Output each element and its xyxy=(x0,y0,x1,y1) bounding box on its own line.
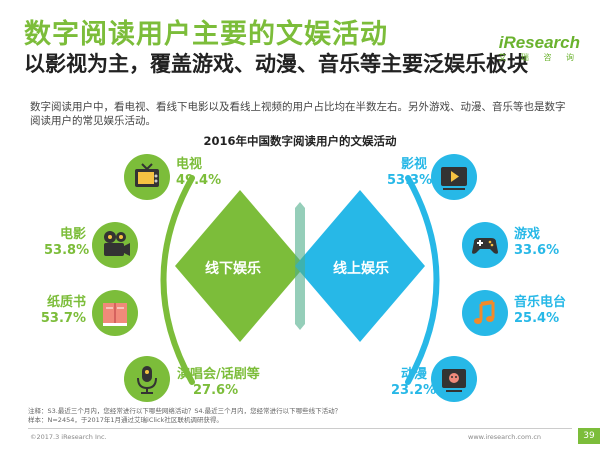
page-subtitle: 以影视为主，覆盖游戏、动漫、音乐等主要泛娱乐板块 xyxy=(24,52,528,76)
label-music-radio-value: 25.4% xyxy=(514,311,560,326)
label-games: 游戏 33.6% xyxy=(514,227,559,259)
online-label: 线上娱乐 xyxy=(333,261,389,277)
label-anime-name: 动漫 xyxy=(400,367,427,382)
logo-sub: 艾 瑞 咨 询 xyxy=(498,53,580,62)
label-movie: 电影 53.8% xyxy=(44,227,90,259)
footer-divider xyxy=(28,428,572,429)
microphone-icon xyxy=(124,356,170,402)
label-music-radio: 音乐电台 25.4% xyxy=(514,295,566,327)
description-text: 数字阅读用户中，看电视、看线下电影以及看线上视频的用户占比均在半数左右。另外游戏… xyxy=(30,101,566,127)
left-arc xyxy=(160,175,195,385)
music-note-icon xyxy=(462,290,508,336)
label-paper-book: 纸质书 53.7% xyxy=(30,295,86,327)
video-player-icon xyxy=(431,154,477,200)
logo-name: iResearch xyxy=(498,33,580,52)
iresearch-logo: iResearch 艾 瑞 咨 询 xyxy=(498,33,580,63)
label-tv-name: 电视 xyxy=(176,157,203,172)
label-tv: 电视 49.4% xyxy=(176,157,221,189)
label-video: 影视 53.3% xyxy=(387,157,433,189)
label-music-radio-name: 音乐电台 xyxy=(514,295,567,310)
animation-icon xyxy=(431,356,477,402)
page-title: 数字阅读用户主要的文娱活动 xyxy=(24,19,388,50)
book-icon xyxy=(92,290,138,336)
footnote-line-2: 样本：N=2454，于2017年1月通过艾瑞iClick社区联机调研获得。 xyxy=(28,416,223,424)
footnote: 注释：S3.最近三个月内，您经常进行以下哪些网络活动？S4.最近三个月内，您经常… xyxy=(28,407,341,425)
offline-diamond xyxy=(175,190,305,342)
label-anime: 动漫 23.2% xyxy=(391,367,437,399)
chart-title: 2016年中国数字阅读用户的文娱活动 xyxy=(203,134,397,148)
online-diamond xyxy=(295,190,425,342)
label-movie-name: 电影 xyxy=(59,227,86,242)
label-paper-book-value: 53.7% xyxy=(40,311,86,326)
label-video-value: 53.3% xyxy=(387,173,433,188)
label-anime-value: 23.2% xyxy=(391,383,437,398)
right-arc xyxy=(405,175,440,385)
footnote-line-1: 注释：S3.最近三个月内，您经常进行以下哪些网络活动？S4.最近三个月内，您经常… xyxy=(28,407,342,415)
label-tv-value: 49.4% xyxy=(176,173,222,188)
label-games-value: 33.6% xyxy=(514,243,560,258)
offline-label: 线下娱乐 xyxy=(205,261,261,277)
label-games-name: 游戏 xyxy=(514,227,541,242)
label-paper-book-name: 纸质书 xyxy=(46,295,86,310)
label-concert-name: 演唱会/话剧等 xyxy=(177,367,260,382)
tv-icon xyxy=(124,154,170,200)
film-camera-icon xyxy=(92,222,138,268)
copyright-text: ©2017.3 iResearch Inc. xyxy=(30,433,107,441)
page-number: 39 xyxy=(578,428,600,444)
overlap-diamond xyxy=(295,202,305,330)
label-concert: 演唱会/话剧等 27.6% xyxy=(177,367,260,399)
label-video-name: 影视 xyxy=(400,157,427,172)
label-movie-value: 53.8% xyxy=(44,243,90,258)
gamepad-icon xyxy=(462,222,508,268)
label-concert-value: 27.6% xyxy=(193,383,239,398)
website-link[interactable]: www.iresearch.com.cn xyxy=(468,433,542,441)
